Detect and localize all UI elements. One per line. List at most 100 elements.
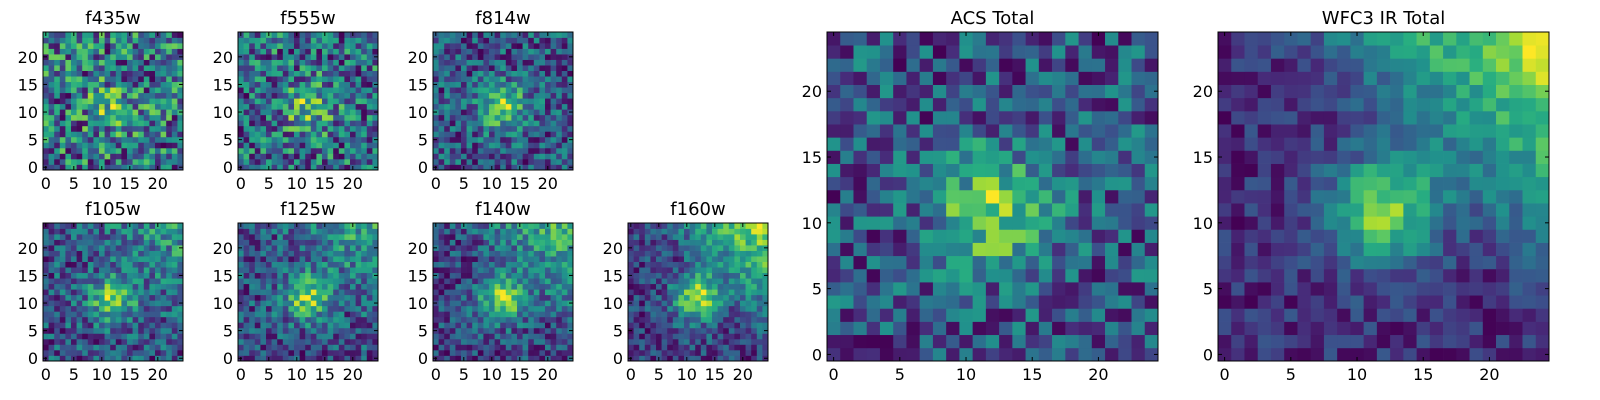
heatmap-cell: [684, 349, 690, 356]
heatmap-cell: [717, 256, 724, 262]
heatmap-cell: [438, 355, 445, 362]
heatmap-cell: [438, 142, 445, 149]
heatmap-cell: [76, 338, 83, 345]
heatmap-cell: [143, 289, 150, 296]
heatmap-cell: [132, 278, 139, 285]
heatmap-cell: [59, 256, 66, 262]
heatmap-cell: [344, 223, 351, 229]
heatmap-cell: [93, 283, 100, 290]
x-tick-label: 10: [92, 365, 112, 384]
heatmap-cell: [999, 216, 1013, 230]
heatmap-cell: [522, 338, 529, 345]
heatmap-cell: [756, 322, 763, 329]
heatmap-cell: [282, 81, 289, 88]
heatmap-cell: [511, 250, 518, 257]
heatmap-cell: [455, 142, 462, 149]
heatmap-cell: [483, 76, 490, 83]
heatmap-cell: [500, 114, 507, 121]
heatmap-cell: [533, 300, 540, 307]
heatmap-cell: [433, 305, 439, 312]
heatmap-cell: [717, 294, 724, 301]
heatmap-cell: [489, 103, 495, 110]
heatmap-cell: [672, 283, 679, 290]
heatmap-cell: [282, 333, 289, 340]
heatmap-cell: [104, 300, 111, 307]
heatmap-cell: [477, 114, 484, 121]
heatmap-cell: [260, 311, 267, 318]
heatmap-cell: [505, 234, 512, 240]
heatmap-cell: [840, 203, 854, 217]
heatmap-cell: [556, 289, 563, 296]
heatmap-cell: [288, 349, 295, 356]
heatmap-cell: [121, 338, 128, 345]
heatmap-cell: [684, 305, 690, 312]
heatmap-cell: [461, 158, 467, 165]
heatmap-cell: [115, 70, 122, 77]
heatmap-cell: [327, 76, 334, 83]
heatmap-cell: [160, 344, 167, 351]
heatmap-cell: [866, 321, 881, 336]
heatmap-cell: [556, 65, 563, 71]
heatmap-cell: [728, 278, 735, 285]
heatmap-cell: [149, 311, 156, 318]
heatmap-cell: [483, 48, 490, 55]
heatmap-cell: [350, 59, 356, 66]
heatmap-cell: [350, 289, 356, 296]
heatmap-cell: [561, 81, 568, 88]
heatmap-cell: [1025, 242, 1040, 257]
heatmap-cell: [249, 48, 256, 55]
heatmap-cell: [76, 283, 83, 290]
heatmap-cell: [82, 43, 89, 49]
heatmap-cell: [700, 349, 707, 356]
heatmap-cell: [511, 98, 518, 105]
heatmap-cell: [115, 98, 122, 105]
heatmap-cell: [71, 147, 77, 154]
heatmap-cell: [65, 125, 72, 132]
heatmap-cell: [556, 333, 563, 340]
heatmap-cell: [372, 223, 379, 229]
heatmap-cell: [517, 228, 523, 235]
heatmap-cell: [65, 228, 72, 235]
heatmap-cell: [350, 37, 356, 44]
heatmap-cell: [644, 256, 651, 262]
heatmap-cell: [561, 283, 568, 290]
heatmap-cell: [561, 136, 568, 143]
heatmap-cell: [444, 32, 451, 38]
heatmap-cell: [366, 256, 373, 262]
heatmap-cell: [127, 300, 133, 307]
heatmap-cell: [633, 311, 640, 318]
heatmap-cell: [533, 114, 540, 121]
heatmap-cell: [561, 289, 568, 296]
heatmap-cell: [149, 228, 156, 235]
heatmap-cell: [294, 327, 300, 334]
heatmap-cell: [43, 289, 49, 296]
heatmap-cell: [344, 125, 351, 132]
heatmap-cell: [243, 48, 250, 55]
heatmap-cell: [277, 164, 284, 171]
heatmap-cell: [110, 261, 117, 268]
heatmap-cell: [238, 65, 244, 71]
heatmap-cells: [238, 32, 379, 171]
heatmap-cell: [438, 32, 445, 38]
heatmap-cell: [344, 278, 351, 285]
heatmap-cell: [751, 250, 758, 257]
heatmap-cell: [656, 327, 662, 334]
heatmap-cell: [65, 327, 72, 334]
heatmap-cell: [893, 176, 907, 191]
heatmap-cell: [483, 136, 490, 143]
heatmap-cell: [149, 158, 156, 165]
heatmap-cell: [121, 272, 128, 279]
heatmap-cell: [477, 70, 484, 77]
heatmap-cell: [43, 153, 49, 160]
heatmap-cell: [305, 344, 312, 351]
heatmap-cell: [700, 344, 707, 351]
heatmap-cell: [932, 334, 947, 349]
heatmap-cell: [893, 163, 907, 178]
heatmap-cell: [155, 87, 161, 94]
heatmap-cell: [71, 43, 77, 49]
heatmap-cell: [104, 87, 111, 94]
heatmap-cell: [305, 120, 312, 127]
heatmap-cell: [449, 164, 456, 171]
heatmap-cell: [678, 338, 685, 345]
heatmap-cell: [243, 131, 250, 138]
